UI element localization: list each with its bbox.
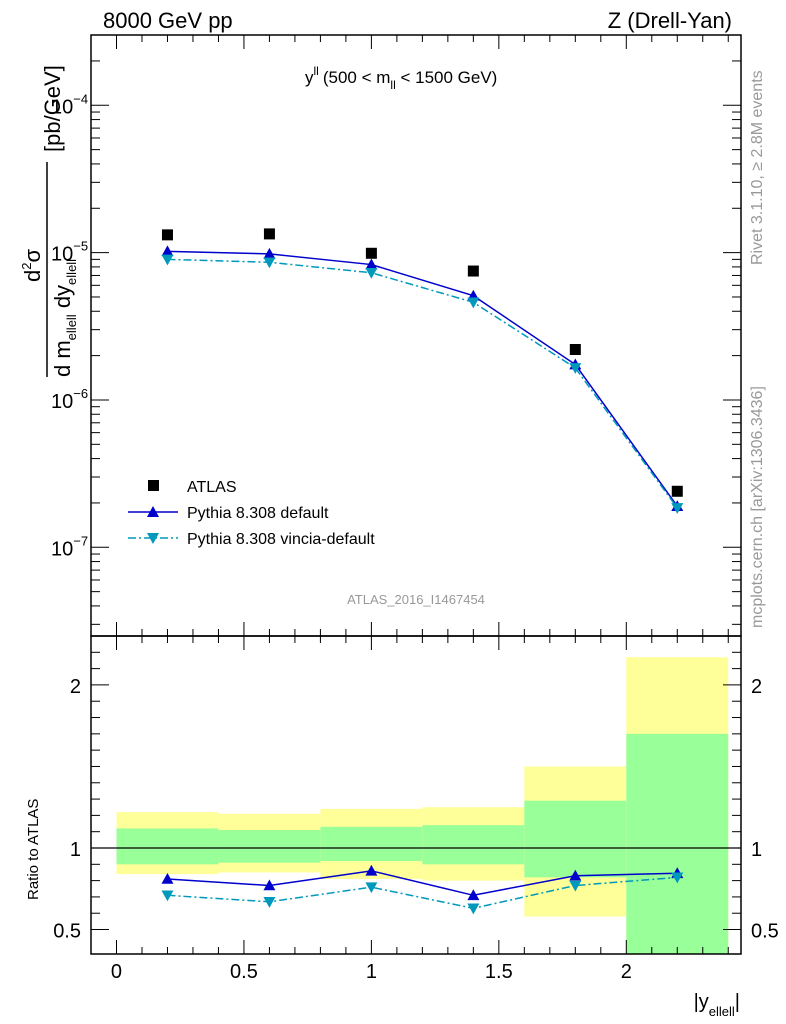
ratio-axis-ticks: 0.5 0.5 1 1 2 2 0 0.5 1 1.5 2	[53, 636, 779, 983]
main-ytick-label-3: 10−4	[51, 91, 88, 118]
main-ytick-label-0: 10−7	[51, 533, 88, 560]
ratio-band-inner-2	[320, 826, 423, 862]
ratio-bands	[91, 657, 741, 954]
ylabel-numerator: d2σ	[19, 249, 45, 282]
ratio-ylabel: Ratio to ATLAS	[25, 799, 42, 900]
main-title: yll (500 < mll < 1500 GeV)	[305, 64, 497, 92]
ratio-band-inner-5	[626, 733, 729, 954]
ratio-point-s1-4	[569, 880, 582, 892]
main-ytick-label-2: 10−5	[51, 239, 88, 266]
ratio-ytick-label-0: 0.5	[53, 921, 81, 943]
main-ylabel: d2σ d mellell dyellell [pb/GeV]	[19, 65, 79, 377]
ratio-point-s1-0	[161, 890, 174, 902]
header-left: 8000 GeV pp	[103, 8, 233, 33]
analysis-watermark: ATLAS_2016_I1467454	[347, 592, 485, 607]
main-axis-ticks: 10−7 10−6 10−5 10−4	[51, 35, 741, 636]
legend-atlas-label: ATLAS	[187, 479, 237, 496]
main-point-s1-0	[161, 245, 174, 257]
legend: ATLAS Pythia 8.308 default Pythia 8.308 …	[128, 479, 375, 548]
main-series-line-1	[167, 250, 678, 507]
main-point-s2-3	[467, 297, 480, 309]
legend-atlas-marker	[148, 480, 159, 491]
main-point-s0-5	[671, 485, 683, 497]
ratio-point-s0-3	[467, 889, 480, 901]
ratio-point-s0-2	[365, 864, 378, 876]
ratio-point-s1-1	[263, 897, 276, 908]
main-point-s2-2	[365, 267, 378, 279]
ratio-series-line-1	[167, 876, 678, 910]
ratio-ytick-label-right-0: 0.5	[751, 921, 779, 943]
ratio-ytick-label-right-1: 1	[751, 839, 762, 861]
ratio-xtick-label-2: 1	[366, 961, 377, 983]
ratio-point-s0-4	[569, 869, 582, 881]
main-point-s2-5	[671, 503, 684, 514]
ratio-frame	[90, 635, 742, 955]
main-title-sup: ll	[314, 64, 319, 78]
main-point-s0-0	[161, 229, 173, 241]
ratio-xtick-label-4: 2	[621, 961, 632, 983]
main-point-s0-4	[569, 344, 581, 356]
main-point-s0-3	[467, 265, 479, 277]
ratio-xtick-label-3: 1.5	[485, 961, 513, 983]
ratio-point-s1-2	[365, 882, 378, 894]
main-point-s0-2	[365, 247, 377, 259]
ratio-xtick-label-1: 0.5	[230, 961, 258, 983]
ratio-band-inner-0	[116, 828, 219, 865]
main-point-s1-2	[365, 258, 378, 270]
ratio-xtick-label-0: 0	[111, 961, 122, 983]
ratio-ytick-label-right-2: 2	[751, 676, 762, 698]
main-series-line-2	[167, 258, 678, 509]
ratio-series-group	[161, 864, 684, 915]
header-right: Z (Drell-Yan)	[608, 8, 732, 33]
main-title-range-end: < 1500 GeV)	[396, 68, 498, 87]
ylabel-denominator: d mellell dyellell	[50, 259, 79, 377]
main-series-group	[161, 228, 684, 514]
legend-vincia-marker	[147, 533, 159, 544]
ratio-ytick-label-1: 1	[70, 839, 81, 861]
ratio-series-line-0	[167, 870, 678, 897]
main-point-s2-1	[263, 257, 276, 269]
main-title-var: y	[305, 68, 314, 87]
ratio-point-s0-0	[161, 872, 174, 884]
ratio-ytick-label-2: 2	[70, 676, 81, 698]
rivet-label: Rivet 3.1.10, ≥ 2.8M events	[749, 70, 766, 265]
main-title-sub: ll	[390, 78, 395, 92]
main-point-s2-4	[569, 363, 582, 374]
main-ytick-label-1: 10−6	[51, 386, 88, 413]
ratio-band-inner-1	[218, 830, 321, 863]
main-point-s0-1	[263, 228, 275, 240]
ratio-point-s0-1	[263, 879, 276, 891]
ratio-band-inner-3	[422, 825, 525, 865]
ratio-point-s1-5	[671, 872, 684, 884]
ylabel-unit: [pb/GeV]	[40, 65, 65, 152]
main-title-range: (500 < m	[323, 68, 391, 87]
legend-pythia-marker	[147, 506, 159, 517]
main-point-s2-0	[161, 254, 174, 266]
main-point-s1-1	[263, 247, 276, 259]
ratio-point-s1-3	[467, 903, 480, 915]
ratio-band-inner-4	[524, 800, 627, 878]
mcplots-label: mcplots.cern.ch [arXiv:1306.3436]	[749, 386, 766, 628]
legend-vincia-label: Pythia 8.308 vincia-default	[187, 531, 375, 548]
legend-pythia-label: Pythia 8.308 default	[187, 505, 329, 522]
ratio-xlabel: |yellell|	[694, 991, 740, 1019]
